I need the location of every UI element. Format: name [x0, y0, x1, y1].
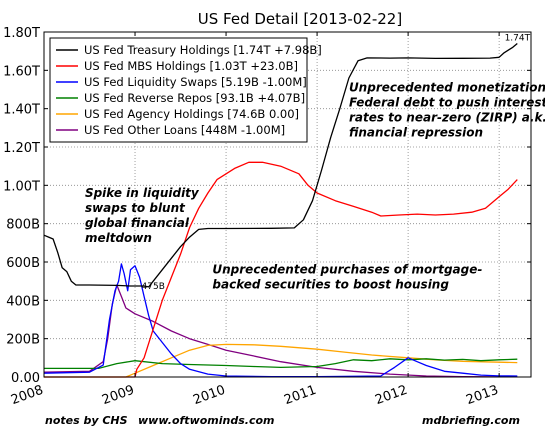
- legend-label: US Fed Reverse Repos [93.1B +4.07B]: [84, 91, 305, 105]
- annotation-text: Unprecedented monetization of: [349, 80, 545, 94]
- legend: US Fed Treasury Holdings [1.74T +7.98B] U…: [49, 37, 322, 143]
- y-tick-label: 400B: [6, 294, 40, 309]
- y-tick-label: 1.00T: [3, 179, 40, 194]
- legend-label: US Fed MBS Holdings [1.03T +23.0B]: [84, 59, 298, 73]
- y-tick-label: 1.60T: [3, 64, 40, 79]
- annotation-text: global financial: [85, 216, 190, 230]
- series-line: [43, 284, 518, 378]
- annotation-text: Spike in liquidity: [85, 186, 200, 200]
- x-tick-label: 2010: [191, 383, 227, 408]
- plot-frame: [43, 31, 532, 378]
- annotation-text: financial repression: [349, 125, 483, 139]
- y-tick-label: 1.20T: [3, 141, 40, 156]
- value-label: 475B: [142, 282, 165, 292]
- value-label: 1.74T: [505, 34, 531, 44]
- annotation-text: backed securities to boost housing: [212, 278, 449, 292]
- legend-label: US Fed Treasury Holdings [1.74T +7.98B]: [84, 43, 322, 57]
- footer-credit-website: www.oftwominds.com: [138, 414, 275, 427]
- y-tick-label: 1.40T: [3, 103, 40, 118]
- annotation-text: swaps to blunt: [85, 201, 186, 215]
- annotation-text: rates to near-zero (ZIRP) a.k.a.: [349, 110, 545, 124]
- series-lines: [43, 43, 518, 378]
- y-axis-ticks: 0.00 200B 400B 600B 800B 1.00T 1.20T 1.40T 1.60T…: [3, 26, 531, 386]
- legend-label: US Fed Agency Holdings [74.6B 0.00]: [84, 107, 299, 121]
- annotation-text: Unprecedented purchases of mortgage-: [212, 263, 482, 277]
- x-tick-label: 2011: [282, 383, 318, 408]
- footer-credit-notes: notes by CHS: [45, 414, 128, 427]
- y-tick-label: 800B: [6, 218, 40, 233]
- x-tick-label: 2008: [9, 383, 45, 408]
- y-tick-label: 600B: [6, 256, 40, 271]
- annotation-text: Federal debt to push interest: [349, 95, 545, 109]
- x-tick-label: 2009: [100, 383, 136, 408]
- legend-box: [49, 37, 308, 143]
- annotation-text: meltdown: [85, 231, 152, 245]
- y-tick-label: 1.80T: [3, 26, 40, 41]
- series-line: [44, 161, 518, 378]
- legend-label: US Fed Other Loans [448M -1.00M]: [84, 123, 285, 137]
- chart-title: US Fed Detail [2013-02-22]: [198, 10, 402, 28]
- x-tick-label: 2013: [464, 383, 500, 408]
- legend-label: US Fed Liquidity Swaps [5.19B -1.00M]: [84, 75, 307, 89]
- y-tick-label: 200B: [6, 333, 40, 348]
- series-line: [43, 43, 518, 288]
- footer-credit-source: mdbriefing.com: [422, 414, 520, 427]
- x-tick-label: 2012: [373, 383, 409, 408]
- series-line: [43, 263, 518, 378]
- y-tick-label: 0.00: [11, 371, 40, 386]
- series-line: [44, 358, 518, 370]
